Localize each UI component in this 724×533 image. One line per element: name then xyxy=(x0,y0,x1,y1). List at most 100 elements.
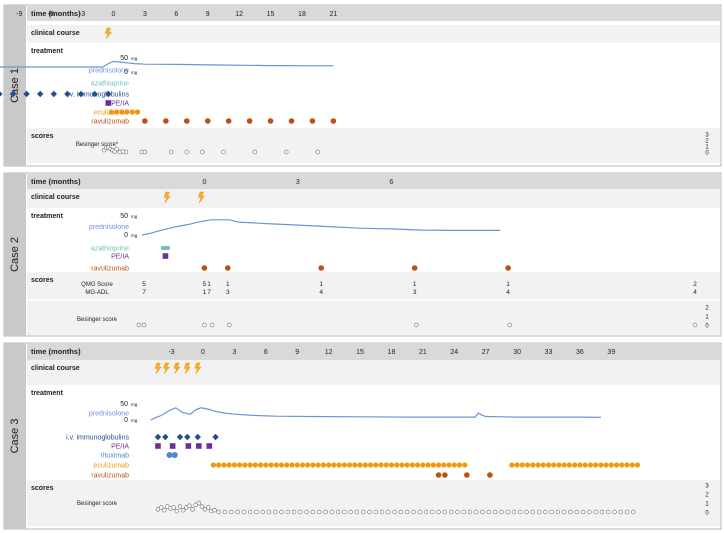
case3-eculizumab-marker xyxy=(462,462,468,468)
case1-pe-ia-marker xyxy=(105,100,112,106)
case2-azathioprine-label: azathioprine xyxy=(91,246,129,253)
case1-prednisolone-label: prednisolone xyxy=(89,68,129,75)
case2-score-value: 4 xyxy=(506,289,510,296)
case1-prednisolone-line xyxy=(0,60,334,68)
case3-score-point xyxy=(212,508,217,513)
case3-score-point xyxy=(335,509,341,515)
case3-treatment-label: treatment xyxy=(31,390,64,397)
case3-score-point xyxy=(199,504,205,509)
case2-ravulizumab-marker xyxy=(411,265,418,271)
case3-eculizumab-marker xyxy=(341,462,347,468)
case1-ravulizumab-marker xyxy=(163,118,169,124)
case3-x-tick: 33 xyxy=(545,349,553,356)
case2-score-value: 1 xyxy=(203,289,207,296)
case1-x-tick: 12 xyxy=(235,11,243,18)
case3-score-point xyxy=(442,509,448,515)
case3-eculizumab-marker xyxy=(509,462,515,468)
case3-x-tick: 12 xyxy=(325,349,333,356)
case3-x-tick: 30 xyxy=(513,349,521,356)
case3-ravulizumab-marker xyxy=(464,472,470,478)
case1-ravulizumab-marker xyxy=(183,118,190,124)
case3-score-point xyxy=(279,509,284,515)
case1-title: Case 1 xyxy=(9,68,21,103)
case3-eculizumab-marker xyxy=(524,462,531,468)
case3-dose-unit: mg xyxy=(131,418,138,423)
case3-score-point xyxy=(618,509,623,515)
case3-eculizumab-marker xyxy=(409,462,415,468)
case3-eculizumab-marker xyxy=(216,462,222,468)
case2-score-value: 2 xyxy=(693,281,697,288)
case1-eculizumab-marker xyxy=(124,109,130,115)
case2-score-point xyxy=(136,322,142,328)
case3-score-point xyxy=(436,509,441,515)
case1-ivig-marker xyxy=(50,90,58,98)
case3-eculizumab-marker xyxy=(237,462,243,468)
case3-score-point xyxy=(254,509,259,515)
case2-dose-low: 0 xyxy=(124,232,128,239)
case3-x-tick: 21 xyxy=(419,349,427,356)
case3-score-point xyxy=(310,509,316,515)
case3-score-point xyxy=(455,509,460,515)
case2-score-value: 1 xyxy=(506,281,510,288)
case3-eculizumab-marker xyxy=(257,462,264,468)
case3-score-point xyxy=(593,509,598,515)
case3-eculizumab-marker xyxy=(430,462,436,468)
case3-score-point xyxy=(298,509,303,515)
case3-rituximab-marker xyxy=(171,452,178,458)
case3-ravulizumab-marker xyxy=(487,472,493,478)
case1-x-tick: 0 xyxy=(112,11,116,18)
case2-score-value: 4 xyxy=(693,289,697,296)
case2-score-point xyxy=(141,322,147,328)
case1-score-point xyxy=(168,149,174,155)
case3-x-tick: 24 xyxy=(450,349,458,356)
case2-x-tick: 3 xyxy=(296,179,300,186)
case3-eculizumab-marker xyxy=(561,462,567,468)
case3-x-tick: 6 xyxy=(264,349,268,356)
case3-exacerbation-icon xyxy=(154,362,162,374)
case3-score-point xyxy=(605,509,611,515)
case1-ravulizumab-marker xyxy=(204,118,211,124)
case3-ravulizumab-marker xyxy=(442,472,448,478)
case1-ravulizumab-marker xyxy=(225,118,232,124)
case2-x-tick: 0 xyxy=(202,179,206,186)
case2-dose-unit: mg xyxy=(131,233,138,238)
case1-ravulizumab-marker xyxy=(309,118,316,124)
case3-eculizumab-marker xyxy=(294,462,300,468)
case2-title: Case 2 xyxy=(9,237,21,272)
case3-scores-band xyxy=(27,480,720,526)
case2-ravulizumab-marker xyxy=(224,265,231,271)
case1-ivig-label: i.v. immunoglobulins xyxy=(66,92,129,99)
case3-eculizumab-marker xyxy=(624,462,630,468)
case2-score-value: 1 xyxy=(226,281,230,288)
case2-score-row-label: QMG Score xyxy=(81,282,113,288)
case3-eculizumab-marker xyxy=(629,462,635,468)
case3-score-point xyxy=(524,509,529,515)
case3-eculizumab-marker xyxy=(613,462,620,468)
case3-eculizumab-marker xyxy=(231,462,238,468)
case3-score-point xyxy=(354,509,360,515)
case3-eculizumab-marker xyxy=(587,462,593,468)
case3-score-point xyxy=(241,509,247,515)
case1-eculizumab-marker xyxy=(108,109,115,115)
case3-eculizumab-marker xyxy=(514,462,520,468)
case3-eculizumab-marker xyxy=(572,462,578,468)
case3-eculizumab-marker xyxy=(221,462,227,468)
case1-ravulizumab-marker xyxy=(142,118,148,124)
case2-dose-unit: mg xyxy=(131,214,138,219)
case3-score-point xyxy=(158,505,164,510)
case1-ravulizumab-marker xyxy=(246,118,253,124)
case1-dose-unit: mg xyxy=(131,70,138,75)
case1-score-point xyxy=(123,149,129,155)
case2-score-point xyxy=(414,322,419,328)
case3-eculizumab-marker xyxy=(598,462,604,468)
case2-sidebar xyxy=(4,173,26,336)
case1-score-point xyxy=(315,149,320,155)
case3-eculizumab-marker xyxy=(619,462,625,468)
case3-x-tick: 39 xyxy=(607,349,615,356)
case1-score-axis-tick: 3 xyxy=(705,133,709,139)
case3-pe-ia-marker xyxy=(196,443,202,449)
case1-dose-high: 50 xyxy=(120,55,128,62)
case2-score-series-label: Besinger score xyxy=(77,317,118,323)
case3-score-point xyxy=(323,509,328,515)
